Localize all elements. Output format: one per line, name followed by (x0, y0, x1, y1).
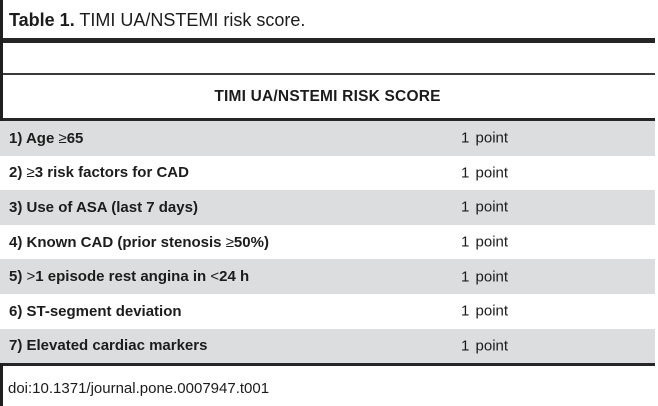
row-criterion: 7) Elevated cardiac markers (9, 337, 208, 355)
row-criterion: 3) Use of ASA (last 7 days) (9, 198, 198, 216)
comparison-symbol: > (26, 268, 36, 286)
row-points: 1 point (461, 164, 509, 182)
header-bottom-rule (0, 118, 655, 121)
table-body: 1) Age ≥65 1 point 2) ≥3 risk factors for … (0, 121, 655, 364)
table-row: 4) Known CAD (prior stenosis ≥50%) 1 poin… (0, 224, 655, 260)
table-caption-text: TIMI UA/NSTEMI risk score. (74, 10, 306, 30)
row-points: 1 point (461, 129, 509, 147)
row-points: 1 point (461, 337, 509, 355)
comparison-symbol: ≥ (58, 129, 67, 147)
table-row: 3) Use of ASA (last 7 days) 1 point (0, 190, 655, 225)
header-top-rule (0, 73, 655, 75)
doi-text: doi:10.1371/journal.pone.0007947.t001 (8, 380, 270, 398)
comparison-symbol: ≥ (225, 233, 234, 251)
table-row: 1) Age ≥65 1 point (0, 121, 655, 156)
row-points: 1 point (461, 233, 509, 251)
caption-divider-rule (0, 38, 655, 43)
table-caption: Table 1. TIMI UA/NSTEMI risk score. (0, 0, 655, 38)
row-points: 1 point (461, 268, 509, 286)
table-caption-label: Table 1. (9, 10, 75, 30)
table-row: 5) >1 episode rest angina in <24 h 1 poin… (0, 259, 655, 294)
row-criterion: 6) ST-segment deviation (9, 302, 182, 320)
row-points: 1 point (461, 198, 509, 216)
comparison-symbol: < (210, 268, 220, 286)
table-row: 6) ST-segment deviation 1 point (0, 293, 655, 329)
table-row: 7) Elevated cardiac markers 1 point (0, 328, 655, 364)
table-row: 2) ≥3 risk factors for CAD 1 point (0, 155, 655, 191)
comparison-symbol: ≥ (26, 164, 35, 182)
row-criterion: 2) ≥3 risk factors for CAD (9, 164, 189, 182)
row-points: 1 point (461, 302, 509, 320)
table-bottom-rule (0, 363, 655, 367)
table-content: Table 1. TIMI UA/NSTEMI risk score. TIMI… (0, 0, 655, 398)
row-criterion: 4) Known CAD (prior stenosis ≥50%) (9, 233, 269, 251)
row-criterion: 5) >1 episode rest angina in <24 h (9, 268, 250, 286)
caption-gap (0, 43, 655, 73)
row-criterion: 1) Age ≥65 (9, 129, 84, 147)
table-header: TIMI UA/NSTEMI RISK SCORE (214, 87, 441, 105)
